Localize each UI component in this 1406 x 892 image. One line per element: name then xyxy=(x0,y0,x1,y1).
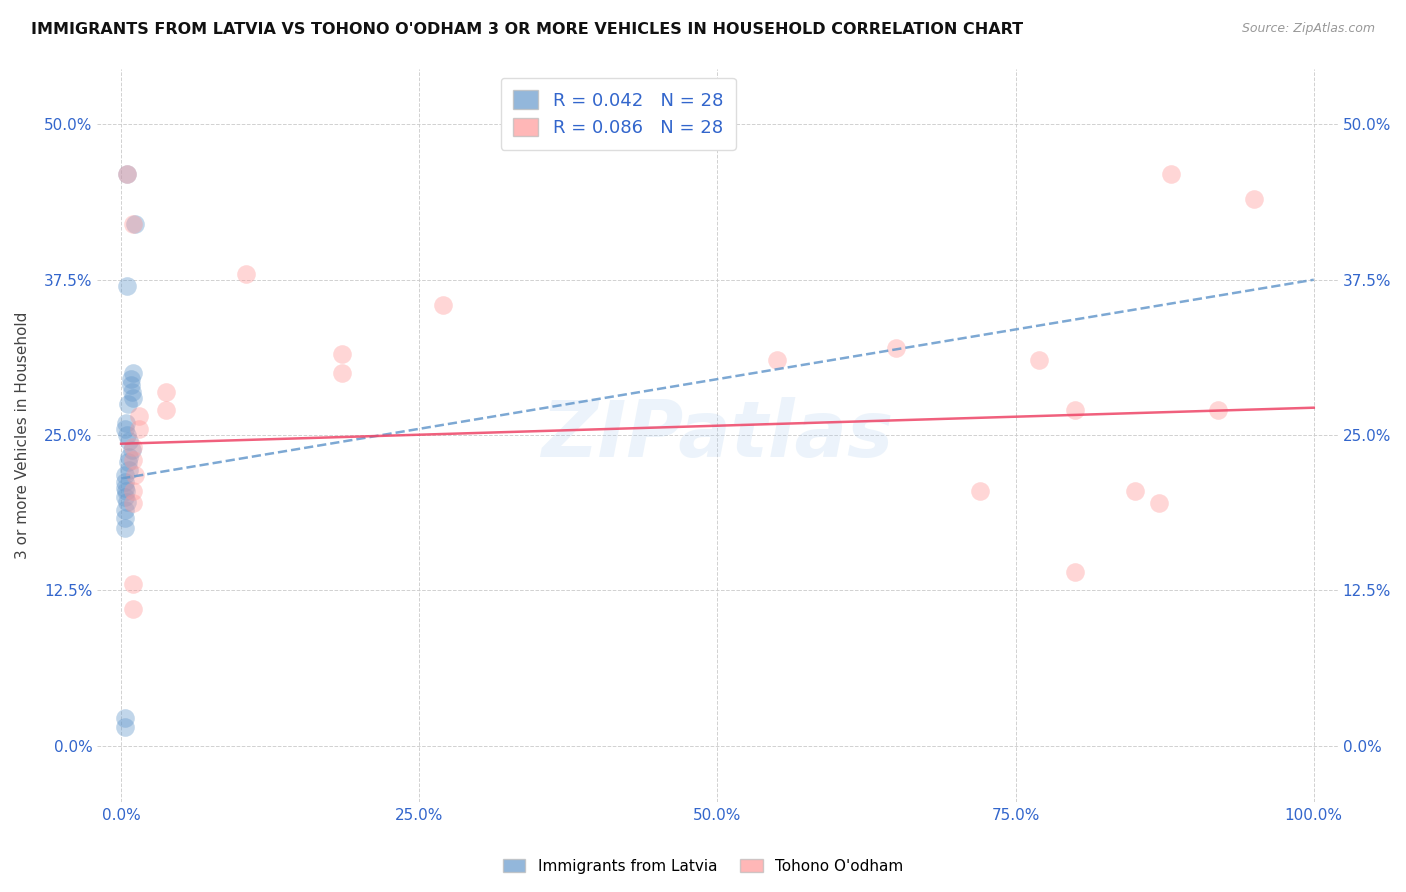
Point xyxy=(114,482,136,496)
Point xyxy=(155,384,177,399)
Point xyxy=(1147,496,1170,510)
Point xyxy=(1123,483,1146,498)
Point xyxy=(1064,403,1087,417)
Point xyxy=(330,347,353,361)
Point xyxy=(766,353,789,368)
Point xyxy=(120,378,142,392)
Point xyxy=(118,450,141,465)
Point xyxy=(114,475,136,490)
Point xyxy=(115,483,138,498)
Point xyxy=(114,720,136,734)
Point xyxy=(128,422,150,436)
Text: Source: ZipAtlas.com: Source: ZipAtlas.com xyxy=(1241,22,1375,36)
Y-axis label: 3 or more Vehicles in Household: 3 or more Vehicles in Household xyxy=(15,311,30,558)
Point xyxy=(115,167,138,181)
Point xyxy=(122,483,145,498)
Point xyxy=(122,602,145,616)
Point xyxy=(155,403,177,417)
Point xyxy=(115,167,138,181)
Point xyxy=(128,409,150,424)
Point xyxy=(1243,192,1265,206)
Point xyxy=(122,496,145,510)
Point xyxy=(121,384,143,399)
Point xyxy=(114,511,136,525)
Point xyxy=(1160,167,1182,181)
Point xyxy=(1064,565,1087,579)
Point xyxy=(114,502,136,516)
Point xyxy=(114,521,136,535)
Point xyxy=(1208,403,1230,417)
Point xyxy=(114,711,136,725)
Point xyxy=(886,341,908,355)
Point xyxy=(117,455,139,469)
Point xyxy=(115,416,138,430)
Point xyxy=(124,467,146,482)
Point xyxy=(120,372,142,386)
Point xyxy=(114,467,136,482)
Point xyxy=(115,279,138,293)
Legend: Immigrants from Latvia, Tohono O'odham: Immigrants from Latvia, Tohono O'odham xyxy=(496,853,910,880)
Point xyxy=(114,490,136,504)
Point xyxy=(115,428,138,442)
Point xyxy=(1028,353,1050,368)
Point xyxy=(115,495,138,509)
Point xyxy=(122,391,145,405)
Text: ZIPatlas: ZIPatlas xyxy=(541,397,894,473)
Point xyxy=(330,366,353,380)
Point xyxy=(122,453,145,467)
Point xyxy=(114,422,136,436)
Point xyxy=(122,366,145,380)
Point xyxy=(117,397,139,411)
Point xyxy=(122,577,145,591)
Point xyxy=(432,297,454,311)
Point xyxy=(124,217,146,231)
Text: IMMIGRANTS FROM LATVIA VS TOHONO O'ODHAM 3 OR MORE VEHICLES IN HOUSEHOLD CORRELA: IMMIGRANTS FROM LATVIA VS TOHONO O'ODHAM… xyxy=(31,22,1024,37)
Point xyxy=(118,463,141,477)
Point xyxy=(121,442,143,457)
Legend: R = 0.042   N = 28, R = 0.086   N = 28: R = 0.042 N = 28, R = 0.086 N = 28 xyxy=(501,78,735,150)
Point xyxy=(122,441,145,455)
Point xyxy=(235,267,257,281)
Point xyxy=(969,483,991,498)
Point xyxy=(122,217,145,231)
Point xyxy=(118,434,141,449)
